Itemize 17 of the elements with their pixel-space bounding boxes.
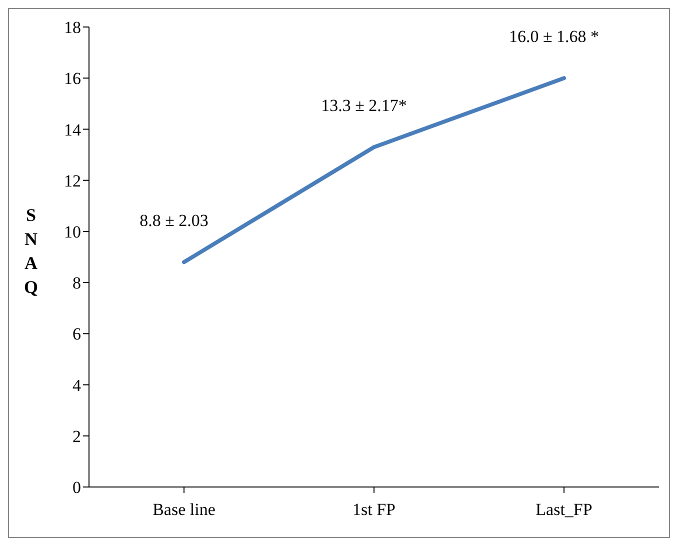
y-tick-label: 4 <box>72 376 82 395</box>
y-axis-title: SNAQ <box>24 205 38 297</box>
data-label: 13.3 ± 2.17* <box>321 96 407 116</box>
x-tick-label: Base line <box>152 500 216 520</box>
y-tick-label: 0 <box>72 478 81 498</box>
y-tick-label: 14 <box>64 120 82 140</box>
data-label: 8.8 ± 2.03 <box>140 211 208 230</box>
y-tick-label: 6 <box>72 324 81 344</box>
x-tick-label: Last_FP <box>536 500 592 520</box>
data-label: 16.0 ± 1.68 * <box>508 27 600 46</box>
y-tick-label: 2 <box>72 426 81 446</box>
y-tick-label: 12 <box>64 171 81 190</box>
y-tick-label: 16 <box>64 69 81 88</box>
y-tick-label: 10 <box>64 222 81 242</box>
y-tick-label: 18 <box>64 18 81 38</box>
y-tick-label: 8 <box>72 274 81 293</box>
x-tick-label: 1st FP <box>352 500 396 520</box>
